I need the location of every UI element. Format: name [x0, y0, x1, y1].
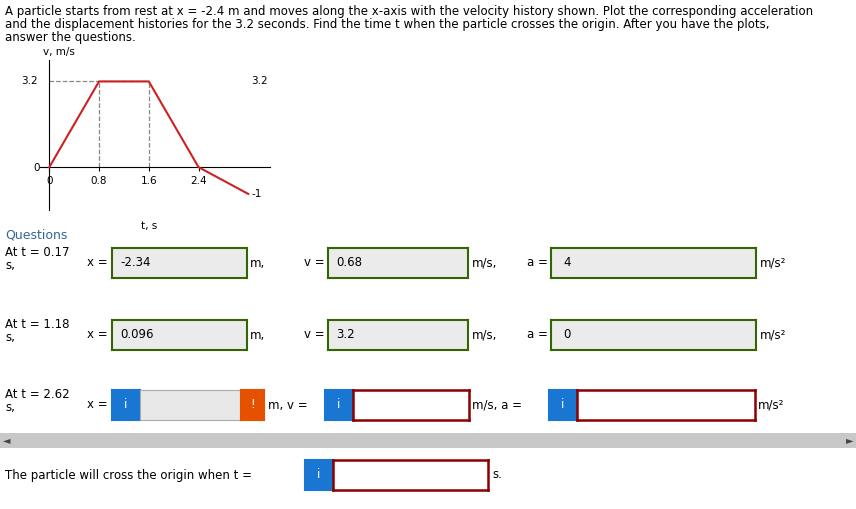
- Text: !: !: [250, 399, 255, 411]
- Text: m/s²: m/s²: [758, 399, 784, 411]
- Text: 3.2: 3.2: [336, 328, 355, 342]
- Text: t, s: t, s: [140, 221, 157, 231]
- Text: v =: v =: [305, 328, 325, 342]
- Text: i: i: [318, 468, 321, 482]
- Text: 0.096: 0.096: [120, 328, 153, 342]
- Text: Questions: Questions: [5, 228, 68, 241]
- Text: s,: s,: [5, 260, 15, 272]
- Text: a =: a =: [527, 257, 548, 269]
- Text: s,: s,: [5, 402, 15, 414]
- Text: ►: ►: [846, 436, 853, 445]
- Text: x =: x =: [87, 399, 108, 411]
- Text: x =: x =: [87, 328, 108, 342]
- Text: At t = 2.62: At t = 2.62: [5, 388, 69, 402]
- Text: v, m/s: v, m/s: [43, 47, 75, 58]
- Text: m/s, a =: m/s, a =: [472, 399, 522, 411]
- Text: 4: 4: [563, 257, 571, 269]
- Text: i: i: [337, 399, 341, 411]
- Text: At t = 0.17: At t = 0.17: [5, 246, 69, 260]
- Text: m/s²: m/s²: [760, 328, 787, 342]
- Text: A particle starts from rest at x = -2.4 m and moves along the x-axis with the ve: A particle starts from rest at x = -2.4 …: [5, 5, 813, 18]
- Text: ◄: ◄: [3, 436, 10, 445]
- Text: i: i: [124, 399, 128, 411]
- Text: m,: m,: [250, 257, 265, 269]
- Text: -1: -1: [252, 189, 262, 199]
- Text: v =: v =: [305, 257, 325, 269]
- Text: i: i: [562, 399, 565, 411]
- Text: m/s²: m/s²: [760, 257, 787, 269]
- Text: 0.68: 0.68: [336, 257, 362, 269]
- Text: m,: m,: [250, 328, 265, 342]
- Text: 0: 0: [563, 328, 571, 342]
- Text: x =: x =: [87, 257, 108, 269]
- Text: At t = 1.18: At t = 1.18: [5, 319, 69, 331]
- Text: m/s,: m/s,: [472, 257, 497, 269]
- Text: -2.34: -2.34: [120, 257, 151, 269]
- Text: s,: s,: [5, 331, 15, 345]
- Text: and the displacement histories for the 3.2 seconds. Find the time t when the par: and the displacement histories for the 3…: [5, 18, 770, 31]
- Text: 3.2: 3.2: [21, 76, 39, 87]
- Text: m, v =: m, v =: [268, 399, 307, 411]
- Text: s.: s.: [492, 468, 502, 482]
- Text: a =: a =: [527, 328, 548, 342]
- Text: The particle will cross the origin when t =: The particle will cross the origin when …: [5, 468, 256, 482]
- Text: m/s,: m/s,: [472, 328, 497, 342]
- Text: answer the questions.: answer the questions.: [5, 31, 136, 44]
- Text: 3.2: 3.2: [252, 76, 268, 87]
